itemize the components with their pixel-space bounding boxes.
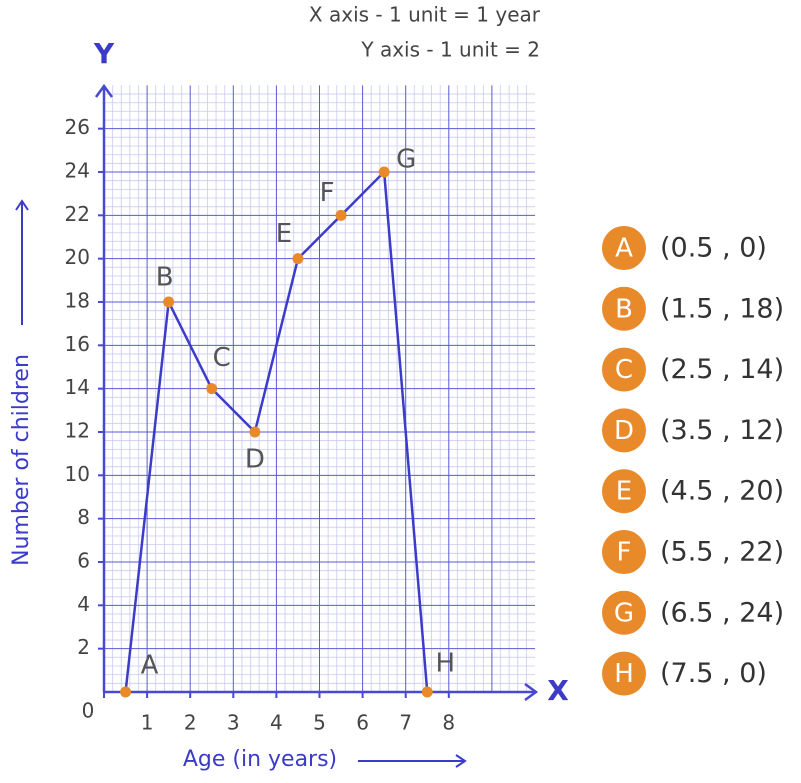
legend-coordinates: (2.5 , 14)	[660, 354, 784, 385]
legend-letter: C	[615, 355, 633, 385]
y-tick-label: 18	[65, 288, 90, 312]
legend-coordinates: (7.5 , 0)	[660, 658, 767, 689]
x-tick-label: 0	[82, 699, 95, 723]
point-name: A	[141, 651, 159, 681]
point	[421, 686, 433, 698]
y-tick-label: 26	[65, 115, 90, 139]
legend-badge	[602, 530, 646, 574]
legend-coordinates: (0.5 , 0)	[660, 233, 767, 264]
y-tick-label: 16	[65, 332, 90, 356]
x-title-arrow	[358, 754, 467, 768]
legend-letter: A	[615, 234, 633, 264]
legend-coordinates: (5.5 , 22)	[660, 537, 784, 568]
point-name: G	[396, 144, 416, 174]
point-name: D	[245, 444, 265, 474]
legend-badge	[602, 651, 646, 696]
legend-letter: G	[614, 598, 634, 628]
y-tick-label: 4	[77, 592, 90, 616]
x-tick-label: 6	[356, 711, 369, 735]
legend-letter: B	[615, 294, 633, 324]
legend: A (0.5 , 0) B (1.5 , 18) C (2.5 , 14) D (3.5 , …	[602, 226, 784, 696]
legend-letter: D	[614, 416, 634, 446]
x-tick-label: 1	[141, 711, 154, 735]
line	[124, 170, 429, 693]
legend-badge	[602, 286, 646, 331]
x-tick-label: 3	[227, 711, 240, 735]
legend-badge	[602, 590, 646, 635]
y-tick-label: 14	[65, 375, 90, 399]
y-tick-label: 6	[77, 548, 90, 572]
y-tick-label: 12	[65, 418, 90, 442]
x-axis-title: Age (in years)	[183, 747, 337, 772]
y-tick-label: 8	[77, 505, 90, 529]
legend-letter: F	[617, 538, 632, 568]
point-name: B	[156, 262, 174, 292]
y-tick-label: 10	[65, 462, 90, 486]
legend-coordinates: (3.5 , 12)	[660, 415, 784, 446]
y-tick-label: 20	[65, 245, 90, 269]
point	[378, 166, 390, 178]
point	[335, 209, 347, 221]
point-name: H	[435, 649, 455, 679]
x-tick-label: 5	[313, 711, 326, 735]
legend-badge	[602, 226, 646, 270]
legend-letter: E	[616, 477, 632, 507]
y-arrow	[94, 83, 114, 98]
point-name: F	[320, 178, 335, 208]
y-tick-label: 2	[77, 635, 90, 659]
point	[292, 253, 304, 265]
x-arrow	[524, 682, 539, 702]
point-name: C	[213, 343, 231, 373]
point-name: E	[276, 219, 292, 249]
point	[120, 686, 132, 698]
grid	[104, 85, 535, 692]
legend-coordinates: (6.5 , 24)	[660, 597, 784, 628]
note: Y axis - 1 unit = 2	[360, 38, 540, 62]
x-axis-letter: X	[547, 674, 569, 707]
y-title-arrow	[15, 199, 29, 325]
y-axis-letter: Y	[93, 37, 115, 70]
x-tick-label: 8	[442, 711, 455, 735]
y-tick-label: 22	[65, 202, 90, 226]
legend-letter: H	[614, 659, 634, 689]
legend-coordinates: (1.5 , 18)	[660, 293, 784, 324]
x-tick-label: 4	[270, 711, 283, 735]
legend-badge	[602, 347, 646, 392]
legend-badge	[602, 408, 646, 453]
legend-coordinates: (4.5 , 20)	[660, 476, 784, 507]
point	[249, 426, 261, 438]
y-tick-label: 24	[65, 158, 90, 182]
note: X axis - 1 unit = 1 year	[309, 3, 541, 27]
point	[163, 296, 175, 308]
y-axis-title: Number of children	[9, 354, 34, 566]
x-tick-label: 2	[184, 711, 197, 735]
point	[206, 383, 218, 395]
x-tick-label: 7	[399, 711, 412, 735]
legend-badge	[602, 469, 646, 514]
